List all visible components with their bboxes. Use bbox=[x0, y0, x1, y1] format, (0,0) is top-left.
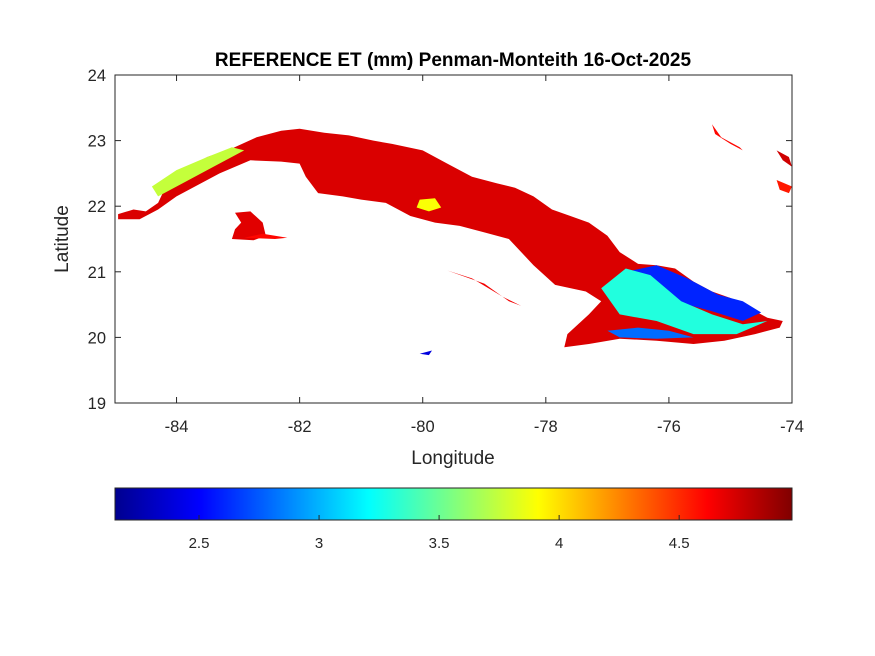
plot-area bbox=[115, 75, 792, 403]
map-region-western-ridge bbox=[151, 147, 245, 197]
map-layer bbox=[118, 124, 792, 356]
x-tick-label: -80 bbox=[411, 418, 435, 436]
axis-ticks: -84 -82 -80 -78 -76 -74 19 20 21 22 23 24 bbox=[88, 67, 804, 436]
x-tick-label: -76 bbox=[657, 418, 681, 436]
map-region-south-keys bbox=[447, 270, 522, 306]
colorbar-tick-label: 4 bbox=[555, 535, 563, 552]
axes-frame bbox=[114, 74, 793, 404]
chart-title: REFERENCE ET (mm) Penman-Monteith 16-Oct… bbox=[215, 50, 692, 71]
map-region-south-coast-strip bbox=[607, 327, 694, 339]
y-tick-label: 24 bbox=[88, 67, 106, 85]
y-tick-label: 20 bbox=[88, 329, 106, 347]
map-region-isla-de-la-juventud bbox=[231, 211, 266, 241]
x-tick-label: -74 bbox=[780, 418, 804, 436]
map-region-east-island-1 bbox=[712, 124, 743, 151]
map-region-eastern-mid-et bbox=[601, 268, 768, 335]
map-region-central-spot bbox=[416, 198, 442, 212]
map-region-east-island-2 bbox=[776, 150, 792, 167]
colorbar bbox=[114, 487, 793, 521]
map-region-east-island-3 bbox=[776, 180, 792, 194]
colorbar-tick-label: 3 bbox=[315, 535, 323, 552]
colorbar-tick-label: 4.5 bbox=[669, 535, 690, 552]
x-tick-label: -78 bbox=[534, 418, 558, 436]
map-region-south-islet bbox=[419, 350, 432, 356]
y-tick-label: 19 bbox=[88, 395, 106, 413]
y-tick-label: 22 bbox=[88, 198, 106, 216]
x-tick-label: -84 bbox=[165, 418, 189, 436]
y-axis-label: Latitude bbox=[52, 205, 73, 273]
colorbar-ticks: 2.5 3 3.5 4 4.5 bbox=[189, 515, 690, 552]
map-region-coastal-strip bbox=[244, 233, 288, 239]
colorbar-tick-label: 2.5 bbox=[189, 535, 210, 552]
y-tick-label: 21 bbox=[88, 264, 106, 282]
x-tick-label: -82 bbox=[288, 418, 312, 436]
colorbar-tick-label: 3.5 bbox=[429, 535, 450, 552]
y-tick-label: 23 bbox=[88, 133, 106, 151]
x-axis-label: Longitude bbox=[411, 448, 494, 469]
